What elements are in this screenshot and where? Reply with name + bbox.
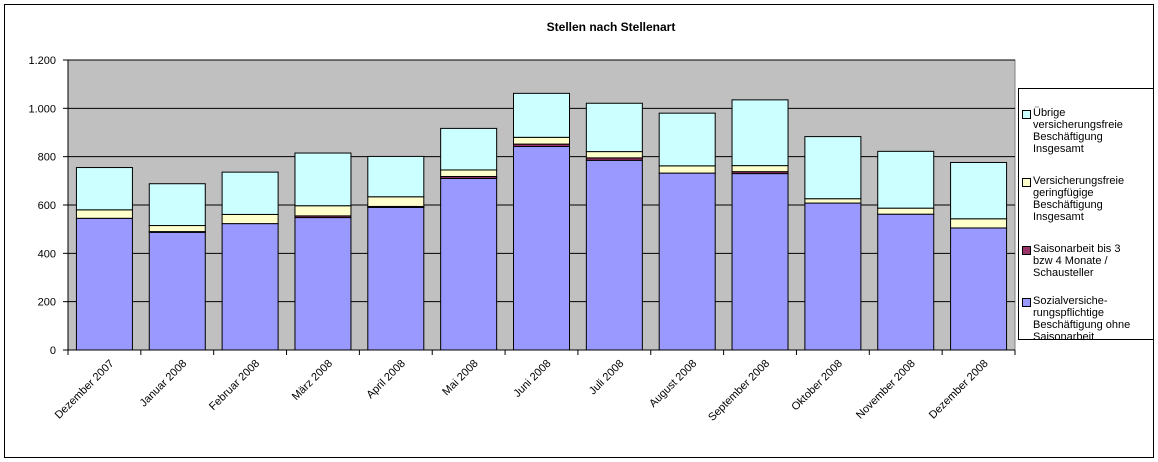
y-tick-label: 400 <box>38 248 56 260</box>
chart-title: Stellen nach Stellenart <box>547 20 676 34</box>
bar-segment <box>585 151 643 159</box>
bar-segment <box>877 207 935 215</box>
bar-segment <box>513 136 570 145</box>
bar-segment <box>221 213 279 225</box>
legend-swatch-uebrige <box>1022 110 1031 119</box>
x-tick-label: Juni 2008 <box>511 358 553 400</box>
bars <box>75 92 1008 351</box>
x-tick-label: März 2008 <box>290 358 335 403</box>
bar-segment <box>804 136 862 200</box>
bar-segment <box>585 159 643 351</box>
bar-segment <box>877 213 935 351</box>
bar-segment <box>440 169 498 177</box>
y-tick-label: 800 <box>38 152 56 164</box>
bar-segment <box>513 92 570 138</box>
bar-segment <box>440 177 498 351</box>
x-tick-label: August 2008 <box>647 358 699 410</box>
y-tick-label: 200 <box>38 297 56 309</box>
y-tick-label: 0 <box>50 345 56 357</box>
x-tick-label: Dezember 2007 <box>53 358 117 422</box>
bar-segment <box>367 155 425 198</box>
bar-segment <box>75 217 133 351</box>
legend: Übrige versicherungsfreie Beschäftigung … <box>1018 88 1154 343</box>
x-tick-label: April 2008 <box>364 358 408 402</box>
legend-label-sozialversicherungspflichtige: Sozialversiche- rungspflichtige Beschäft… <box>1033 295 1131 343</box>
legend-swatch-sozialversicherungspflichtige <box>1022 298 1031 307</box>
legend-label-geringfuegige: Versicherungsfreie geringfügige Beschäft… <box>1033 175 1125 223</box>
bar-segment <box>294 217 352 351</box>
bar-segment <box>731 165 789 173</box>
legend-label-saisonarbeit: Saisonarbeit bis 3 bzw 4 Monate / Schaus… <box>1033 243 1121 279</box>
bar-segment <box>731 99 789 167</box>
bar-segment <box>658 165 716 174</box>
bar-segment <box>294 152 352 207</box>
x-tick-label: September 2008 <box>706 358 772 424</box>
bar-segment <box>221 223 279 351</box>
x-tick-label: Februar 2008 <box>207 358 262 413</box>
axes <box>63 59 1016 355</box>
bar-segment <box>75 167 133 211</box>
bar-segment <box>950 161 1008 220</box>
bar-segment <box>75 209 133 219</box>
bar-segment <box>877 150 935 209</box>
bar-segment <box>221 171 279 215</box>
bar-segment <box>731 173 789 351</box>
bar-segment <box>294 205 352 217</box>
bar-segment <box>440 127 498 171</box>
x-tick-label: Oktober 2008 <box>789 358 845 414</box>
bar-segment <box>148 183 206 227</box>
x-tick-label: Mai 2008 <box>440 358 480 398</box>
x-tick-label: November 2008 <box>854 358 918 422</box>
bar-segment <box>804 202 862 351</box>
bar-segment <box>804 198 862 204</box>
y-tick-label: 1.000 <box>28 103 56 115</box>
x-tick-label: Januar 2008 <box>138 358 190 410</box>
legend-swatch-geringfuegige <box>1022 178 1031 187</box>
bar-segment <box>148 225 206 233</box>
bar-segment <box>367 196 425 207</box>
bar-segment <box>585 102 643 153</box>
y-tick-label: 1.200 <box>28 55 56 67</box>
bar-segment <box>367 206 425 351</box>
bar-segment <box>950 227 1008 351</box>
x-tick-label: Juli 2008 <box>587 358 627 398</box>
bar-segment <box>148 231 206 351</box>
bar-segment <box>950 218 1008 229</box>
bar-segment <box>658 172 716 351</box>
y-tick-label: 600 <box>38 200 56 212</box>
x-tick-label: Dezember 2008 <box>927 358 991 422</box>
bar-segment <box>513 146 570 351</box>
bar-segment <box>658 112 716 167</box>
x-tick-labels: Dezember 2007 Januar 2008 Februar 2008 März… <box>53 358 991 424</box>
legend-label-uebrige: Übrige versicherungsfreie Beschäftigung … <box>1033 107 1123 155</box>
legend-swatch-saisonarbeit <box>1022 246 1031 255</box>
y-tick-labels: 0 200 400 600 800 1.000 1.200 <box>28 55 56 357</box>
